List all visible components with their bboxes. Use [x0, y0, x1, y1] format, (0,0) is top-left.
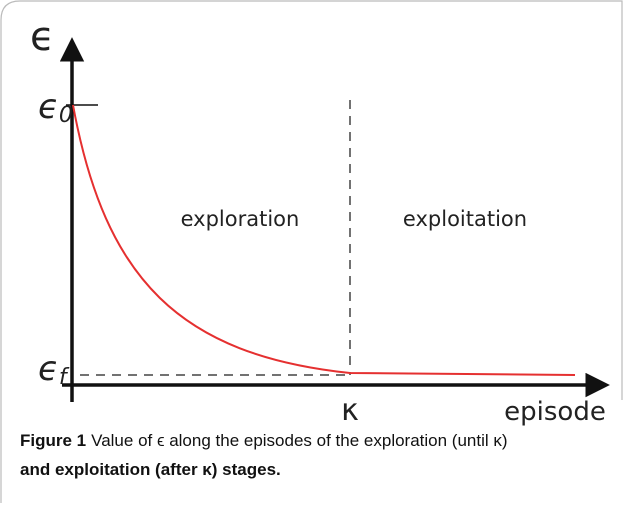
caption: Figure 1 Value of ϵ along the episodes of… — [20, 431, 508, 450]
y-tick-label: ϵ0 — [38, 87, 73, 128]
y-axis-label: ϵ — [30, 14, 55, 60]
symbol: ϵ — [38, 349, 59, 389]
region-label: exploration — [181, 207, 300, 231]
subscript: f — [59, 365, 70, 390]
epsilon-curve — [72, 104, 576, 376]
caption-label: Figure 1 — [20, 431, 86, 450]
x-axis-label: episode — [504, 397, 606, 427]
subscript: 0 — [59, 103, 73, 128]
y-tick-label: ϵf — [38, 349, 70, 390]
caption-line: Value of ϵ along the episodes of the exp… — [91, 431, 507, 450]
caption-line: and exploitation (after κ) stages. — [20, 460, 281, 479]
region-label: exploitation — [403, 207, 527, 231]
x-tick-label: κ — [341, 393, 359, 428]
symbol: ϵ — [38, 87, 59, 127]
